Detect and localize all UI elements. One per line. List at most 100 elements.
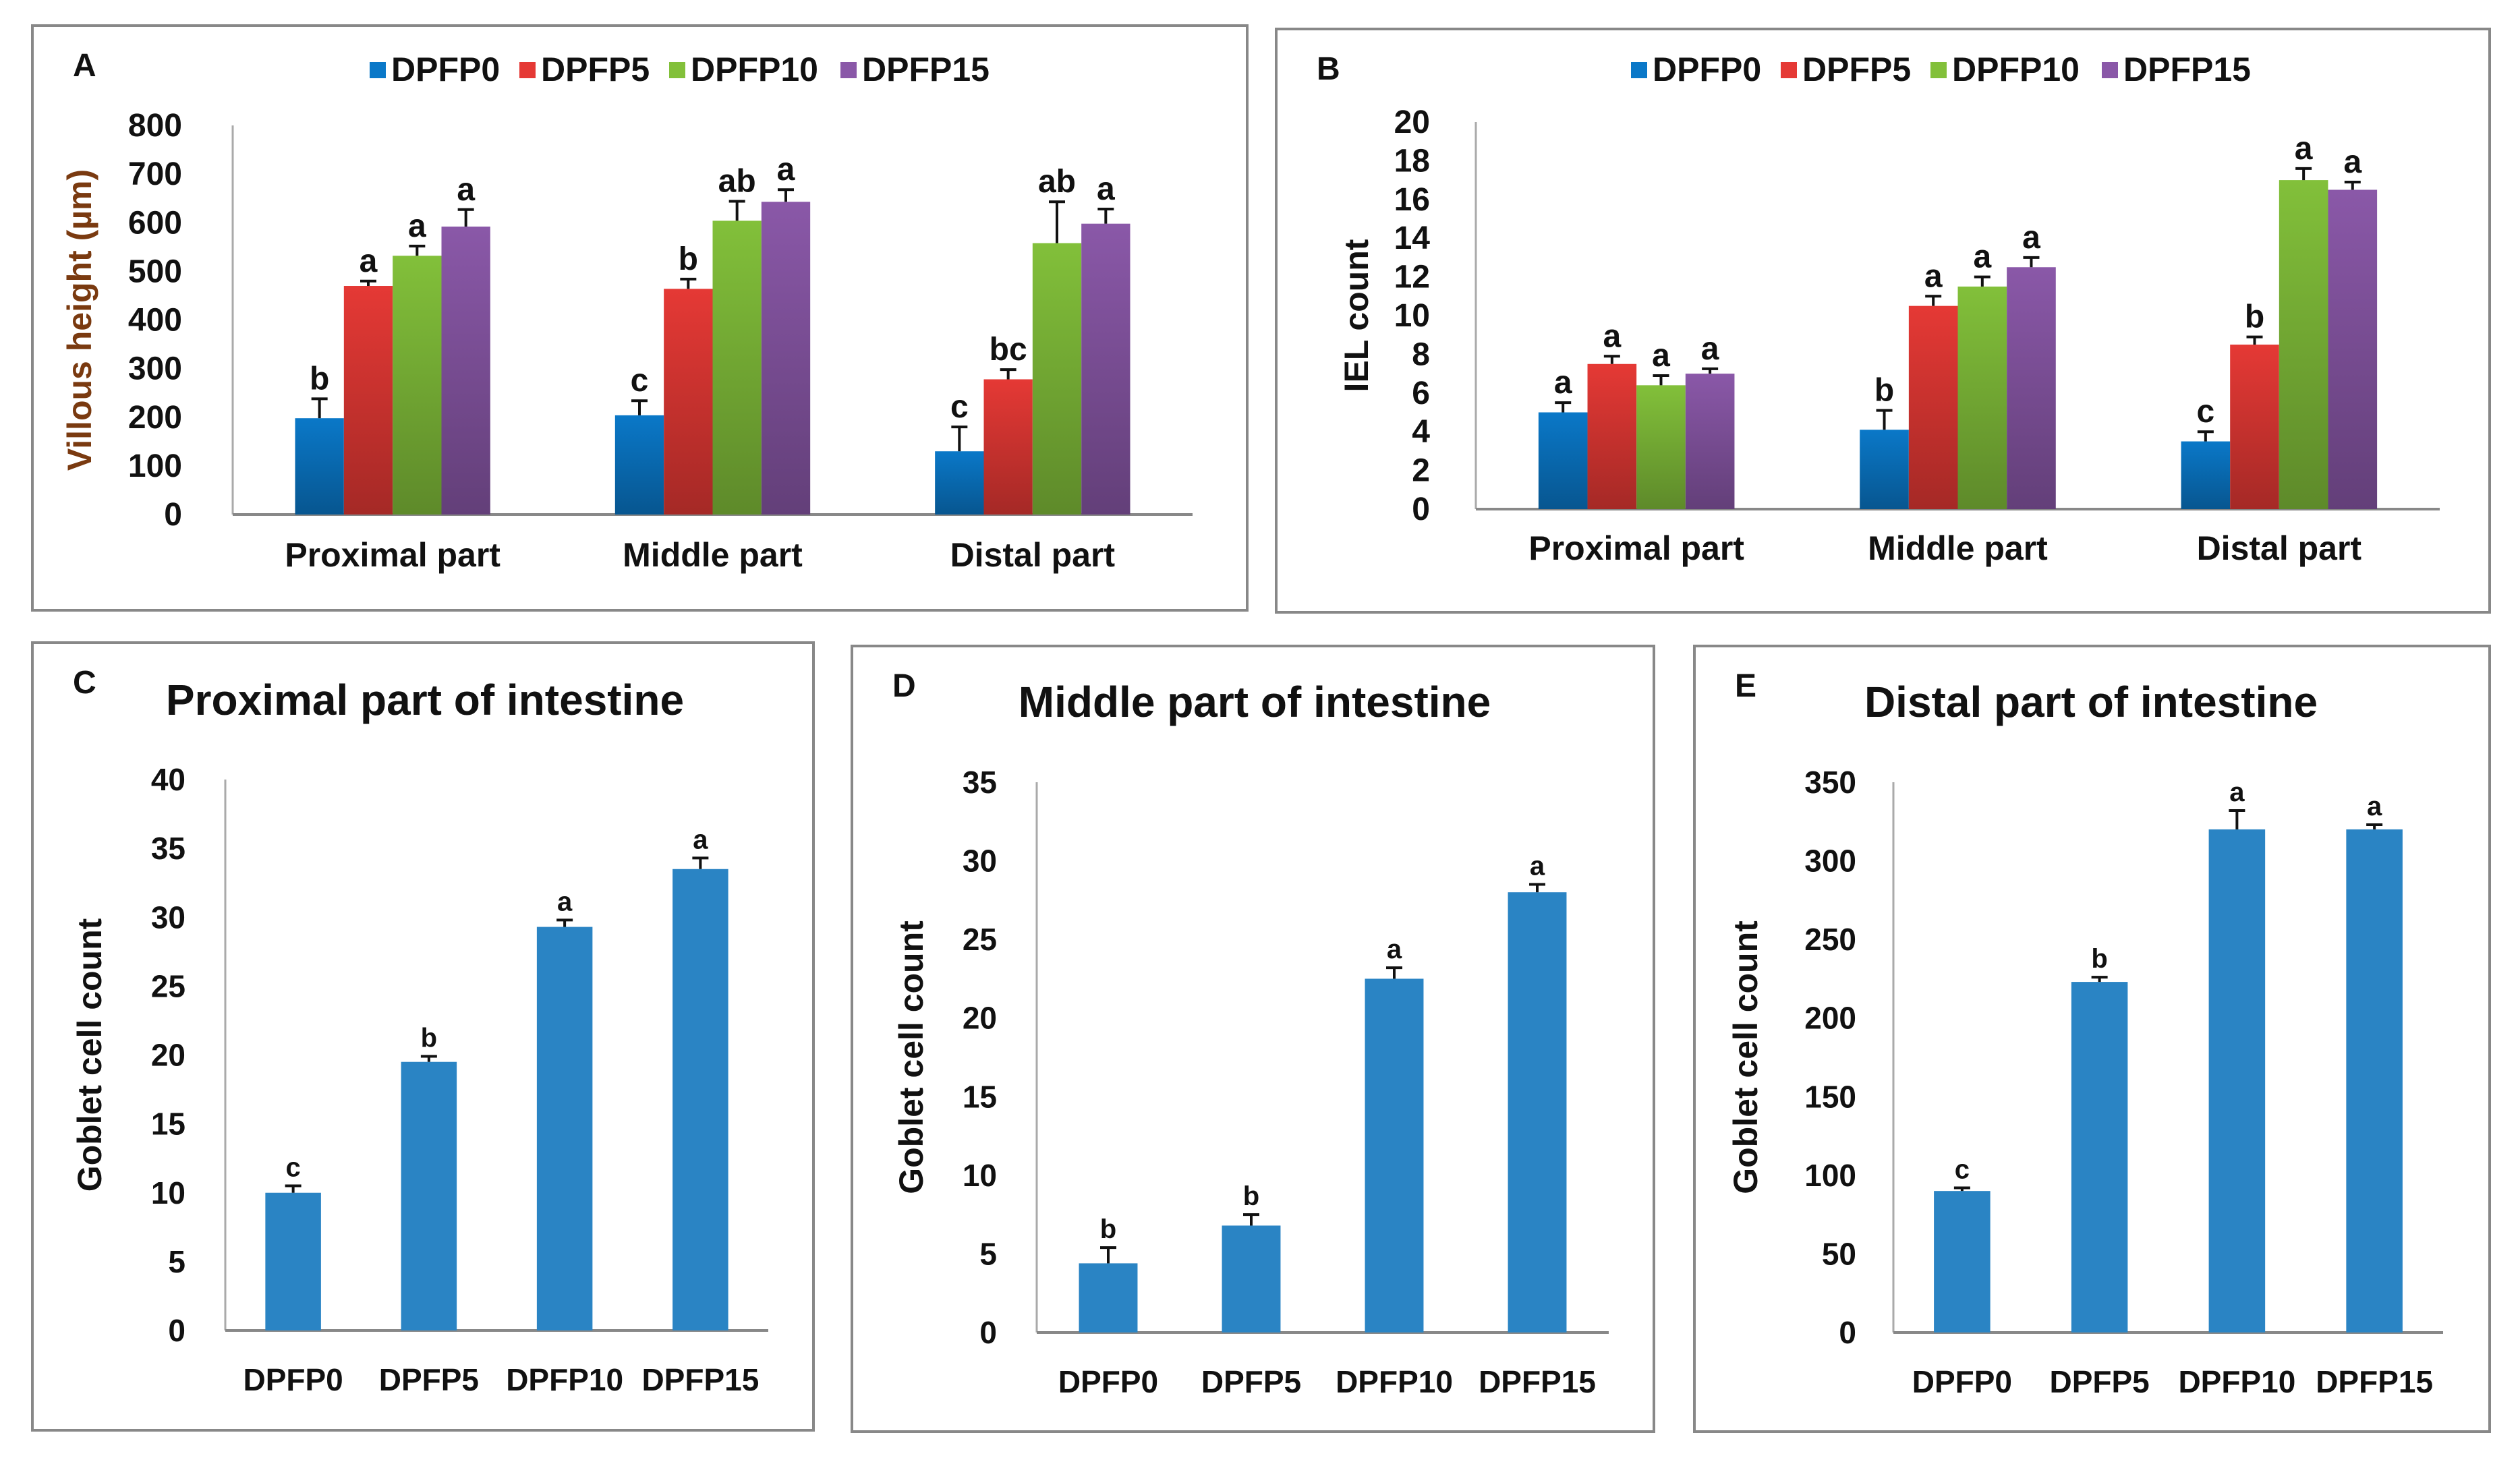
- y-tick-label: 50: [1822, 1236, 1856, 1271]
- y-tick-label: 400: [128, 303, 182, 339]
- y-tick-label: 12: [1394, 260, 1430, 295]
- bar-dpfp15-0: [441, 227, 490, 515]
- x-tick-label: Proximal part: [285, 536, 500, 574]
- significance-letter: c: [1955, 1155, 1970, 1185]
- chart-title: Distal part of intestine: [1864, 678, 2318, 726]
- panel-letter: D: [892, 668, 916, 704]
- significance-letter: b: [2091, 944, 2107, 974]
- y-tick-label: 20: [1394, 105, 1430, 140]
- significance-letter: c: [950, 389, 969, 425]
- legend-swatch-dpfp5: [1781, 62, 1797, 78]
- significance-letter: a: [457, 172, 475, 208]
- bar-dpfp0-1: [1860, 430, 1909, 509]
- bar-dpfp5-2: [983, 379, 1033, 515]
- bar-goblet cell count-0: [1934, 1191, 1991, 1332]
- y-tick-label: 0: [1412, 492, 1430, 527]
- significance-letter: a: [1554, 365, 1572, 401]
- bar-goblet cell count-0: [1079, 1263, 1138, 1332]
- y-tick-label: 35: [963, 765, 997, 800]
- y-tick-label: 350: [1804, 765, 1856, 800]
- bar-dpfp15-1: [761, 202, 811, 515]
- y-axis-label: Goblet cell count: [71, 918, 109, 1192]
- bar-goblet cell count-2: [536, 927, 593, 1330]
- x-tick-label: DPFP15: [641, 1362, 759, 1397]
- bar-goblet cell count-2: [2208, 829, 2266, 1332]
- y-tick-label: 200: [1804, 1001, 1856, 1036]
- bar-goblet cell count-1: [1222, 1225, 1281, 1332]
- y-tick-label: 15: [151, 1107, 185, 1142]
- panel-e: E Distal part of intestine 0 50 100 150 200 250…: [1693, 645, 2491, 1433]
- bar-dpfp0-1: [614, 415, 664, 515]
- legend-label: DPFP10: [1952, 51, 2080, 88]
- significance-letter: a: [557, 887, 573, 916]
- significance-letter: bc: [990, 332, 1027, 368]
- legend-label: DPFP5: [541, 51, 650, 88]
- y-tick-label: 8: [1412, 336, 1430, 372]
- legend-label: DPFP0: [391, 51, 500, 88]
- significance-letter: a: [1924, 258, 1943, 294]
- legend-swatch-dpfp15: [840, 62, 857, 78]
- y-tick-label: 18: [1394, 143, 1430, 179]
- bar-dpfp15-2: [1081, 223, 1130, 515]
- bar-dpfp0-2: [2181, 441, 2231, 509]
- bar-goblet cell count-3: [1508, 892, 1567, 1332]
- significance-letter: b: [1243, 1181, 1259, 1211]
- y-tick-label: 2: [1412, 453, 1430, 489]
- bar-dpfp5-1: [1908, 305, 1958, 509]
- y-tick-label: 30: [963, 844, 997, 879]
- bar-goblet cell count-1: [2071, 982, 2128, 1332]
- significance-letter: a: [1973, 239, 1991, 275]
- y-tick-label: 5: [168, 1244, 185, 1279]
- bar-dpfp10-1: [712, 221, 762, 515]
- y-tick-label: 40: [151, 762, 185, 797]
- significance-letter: b: [310, 361, 329, 397]
- panel-letter: A: [73, 48, 96, 84]
- significance-letter: ab: [718, 164, 756, 200]
- x-tick-label: DPFP10: [2178, 1364, 2295, 1399]
- y-tick-label: 0: [168, 1313, 185, 1348]
- y-axis-label: Goblet cell count: [892, 920, 930, 1194]
- significance-letter: a: [693, 825, 708, 854]
- y-tick-label: 100: [128, 448, 182, 484]
- significance-letter: c: [286, 1153, 301, 1183]
- significance-letter: a: [2367, 792, 2382, 821]
- x-tick-label: DPFP0: [1912, 1364, 2012, 1399]
- significance-letter: a: [777, 152, 795, 187]
- y-tick-label: 4: [1412, 414, 1430, 450]
- bar-dpfp15-1: [2007, 267, 2056, 509]
- y-tick-label: 800: [128, 108, 182, 144]
- significance-letter: b: [1100, 1214, 1116, 1244]
- y-tick-label: 0: [164, 497, 182, 533]
- legend-label: DPFP15: [862, 51, 990, 88]
- significance-letter: b: [679, 241, 698, 277]
- x-tick-label: DPFP0: [1058, 1364, 1158, 1399]
- significance-letter: a: [2229, 778, 2245, 807]
- significance-letter: b: [1874, 373, 1894, 409]
- bar-goblet cell count-0: [265, 1192, 321, 1330]
- significance-letter: a: [2343, 144, 2361, 180]
- x-tick-label: DPFP10: [506, 1362, 623, 1397]
- bar-dpfp0-0: [1538, 412, 1588, 509]
- y-tick-label: 14: [1394, 221, 1431, 256]
- bar-dpfp15-0: [1685, 374, 1735, 509]
- x-tick-label: Distal part: [2197, 529, 2362, 567]
- y-tick-label: 35: [151, 831, 185, 866]
- y-axis-label: IEL count: [1338, 239, 1375, 392]
- y-tick-label: 200: [128, 400, 182, 436]
- bar-dpfp10-1: [1957, 286, 2007, 509]
- y-tick-label: 0: [979, 1315, 997, 1350]
- significance-letter: a: [1387, 935, 1402, 964]
- x-tick-label: Middle part: [623, 536, 803, 574]
- legend-swatch-dpfp5: [519, 62, 536, 78]
- bar-dpfp15-2: [2328, 189, 2378, 509]
- panel-a: A 0 100 200 300 400 500 600 700 800 Villous height…: [31, 24, 1249, 612]
- x-tick-label: Distal part: [950, 536, 1116, 574]
- y-tick-label: 15: [963, 1079, 997, 1114]
- y-tick-label: 600: [128, 205, 182, 241]
- y-tick-label: 16: [1394, 182, 1430, 218]
- significance-letter: a: [1097, 171, 1115, 207]
- legend-label: DPFP15: [2123, 51, 2251, 88]
- bar-dpfp0-0: [295, 418, 344, 515]
- x-tick-label: DPFP10: [1336, 1364, 1453, 1399]
